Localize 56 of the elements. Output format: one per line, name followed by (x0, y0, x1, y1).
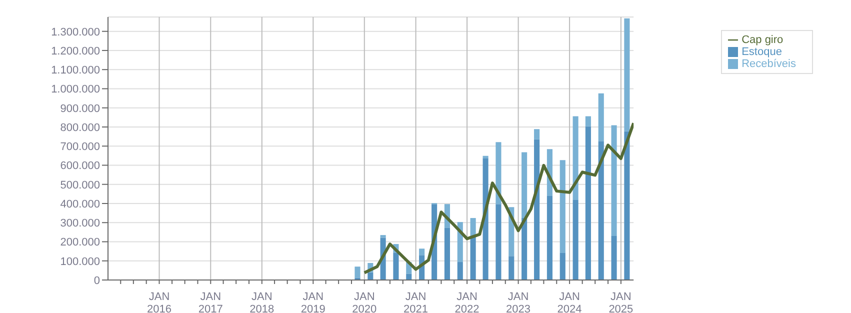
y-tick-label: 700.000 (60, 141, 100, 154)
legend-label: Recebíveis (742, 58, 796, 70)
y-tick-label: 1.000.000 (51, 84, 100, 96)
legend-label: Estoque (742, 46, 782, 58)
bar (560, 253, 566, 280)
bar (534, 129, 540, 140)
bar (508, 256, 514, 280)
bar (585, 126, 591, 280)
bar (444, 228, 450, 280)
bar (598, 141, 604, 280)
y-tick-label: 1.100.000 (51, 64, 100, 77)
bar (598, 93, 604, 142)
bar (585, 116, 591, 126)
y-tick-label: 800.000 (60, 122, 100, 134)
bar (624, 18, 630, 132)
x-tick-label: JAN 2022 (454, 290, 480, 313)
x-tick-label: JAN 2020 (352, 290, 377, 313)
bar (393, 252, 399, 280)
bar (354, 266, 360, 278)
bar (611, 236, 617, 280)
y-tick-label: 300.000 (60, 218, 100, 230)
bar (624, 131, 630, 280)
x-tick-label: JAN 2018 (250, 290, 274, 313)
y-tick-label: 100.000 (60, 256, 100, 268)
y-tick-label: 400.000 (60, 198, 100, 210)
y-tick-label: 600.000 (60, 160, 100, 172)
bar (572, 116, 578, 200)
y-tick-label: 1.300.000 (51, 26, 100, 38)
y-tick-label: 1.200.000 (51, 45, 100, 58)
bar (419, 248, 425, 256)
x-tick-label: JAN 2016 (147, 290, 172, 313)
x-tick-label: JAN 2023 (506, 290, 531, 313)
y-tick-label: 200.000 (60, 236, 100, 249)
x-tick-label: JAN 2025 (608, 290, 634, 313)
legend-label: Cap giro (742, 34, 784, 46)
x-tick-label: JAN 2021 (404, 290, 428, 313)
bar (496, 204, 502, 280)
bar (470, 236, 476, 280)
bar (546, 196, 552, 280)
bar (560, 160, 566, 254)
line-series (362, 122, 634, 274)
bar (368, 272, 374, 280)
bar (534, 139, 540, 280)
bar (611, 125, 617, 236)
y-tick-label: 500.000 (60, 179, 100, 192)
y-tick-label: 900.000 (60, 102, 100, 115)
bar (572, 200, 578, 280)
bar (522, 152, 528, 218)
y-tick-label: 0 (94, 274, 100, 287)
bar (380, 235, 386, 238)
x-tick-label: JAN 2017 (198, 290, 223, 313)
bar (522, 218, 528, 280)
bar (457, 262, 463, 280)
x-tick-label: JAN 2024 (557, 290, 582, 313)
bar (406, 274, 412, 280)
x-tick-label: JAN 2019 (300, 290, 326, 313)
